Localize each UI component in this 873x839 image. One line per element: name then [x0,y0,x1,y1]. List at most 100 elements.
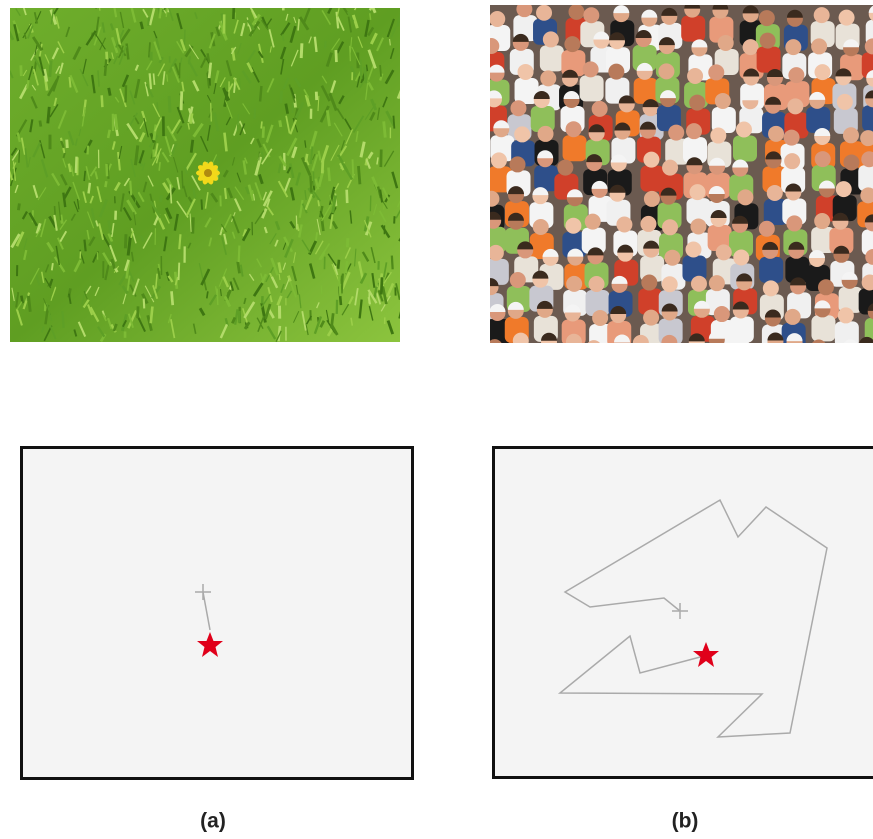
grass-blade [318,200,319,206]
person-head [540,70,556,86]
grass-blade [339,277,340,296]
grass-blade [322,160,323,173]
person-body [806,107,830,133]
person-head [715,93,731,109]
person-body [681,16,705,42]
grass-blade [393,116,394,129]
grass-blade [182,171,183,189]
person-head [737,189,753,205]
person-body [858,165,873,191]
person-body [733,136,757,162]
person-head [538,126,554,142]
person-body [485,259,509,285]
person-head [759,221,775,237]
person-head [510,100,526,116]
person-head [641,275,657,291]
person-head [585,214,601,230]
grass-blade [170,185,171,204]
person-body [808,353,832,379]
person-head [514,126,530,142]
person-head [536,5,552,21]
person-head [759,10,775,26]
person-head [787,98,803,114]
person-head [814,64,830,80]
grass-blade [69,77,70,87]
grass-blade [240,78,241,89]
person-head [518,64,534,80]
person-head [686,123,702,139]
grass-blade [179,263,180,280]
grass-blade [62,311,63,328]
person-body [583,354,607,380]
person-head [837,94,853,110]
person-head [664,250,680,266]
person-head [510,156,526,172]
grass-blade [286,104,288,114]
person-head [838,307,854,323]
grass-blade [338,260,339,269]
person-head [640,216,656,232]
grass-blade [358,166,359,184]
person-body [686,348,710,374]
person-head [583,61,599,77]
grass-blade [193,188,194,198]
person-head [768,126,784,142]
grass-blade [151,307,153,324]
person-body [634,78,658,104]
person-head [843,127,859,143]
person-body [510,347,534,373]
grass-blade [328,167,329,181]
grass-blade [399,233,404,241]
person-body [757,47,781,73]
person-head [516,1,532,17]
grass-blade [157,102,158,112]
person-body [856,352,873,378]
grass-blade [150,73,151,89]
person-hair [712,2,728,10]
person-head [483,38,499,54]
grass-blade [207,291,208,298]
grass-blade [50,61,51,77]
grass-blade [108,130,110,138]
grass-blade [105,59,106,75]
grass-blade [40,121,41,127]
person-head [839,10,855,26]
person-head [709,275,725,291]
person-head [811,38,827,54]
grass-blade [365,67,366,83]
person-head [736,122,752,138]
grass-blade [279,262,281,272]
person-head [487,339,503,355]
gaze-panel-a [22,448,413,779]
grass-blade [263,126,264,137]
grass-blade [76,157,77,173]
person-head [684,2,700,18]
person-head [784,130,800,146]
person-head [643,152,659,168]
person-body [563,348,587,374]
person-head [616,216,632,232]
panel-label: (b) [672,810,699,833]
person-head [785,39,801,55]
person-head [788,67,804,83]
person-head [814,7,830,23]
grass-blade [115,114,117,130]
person-head [710,128,726,144]
grass-blade [392,256,393,270]
grass-blade [106,164,107,177]
grass-blade [69,164,71,172]
grass-blade [179,234,180,249]
grass-blade [148,17,149,26]
person-body [538,348,562,374]
person-body [835,321,859,347]
person-body [759,257,783,283]
person-head [583,7,599,23]
grass-blade [331,313,333,328]
grass-blade [233,2,234,19]
grass-blade [48,107,49,123]
grass-blade [67,140,68,148]
grass-blade [159,162,160,171]
grass-blade [18,203,19,210]
person-head [633,335,649,351]
person-head [543,31,559,47]
